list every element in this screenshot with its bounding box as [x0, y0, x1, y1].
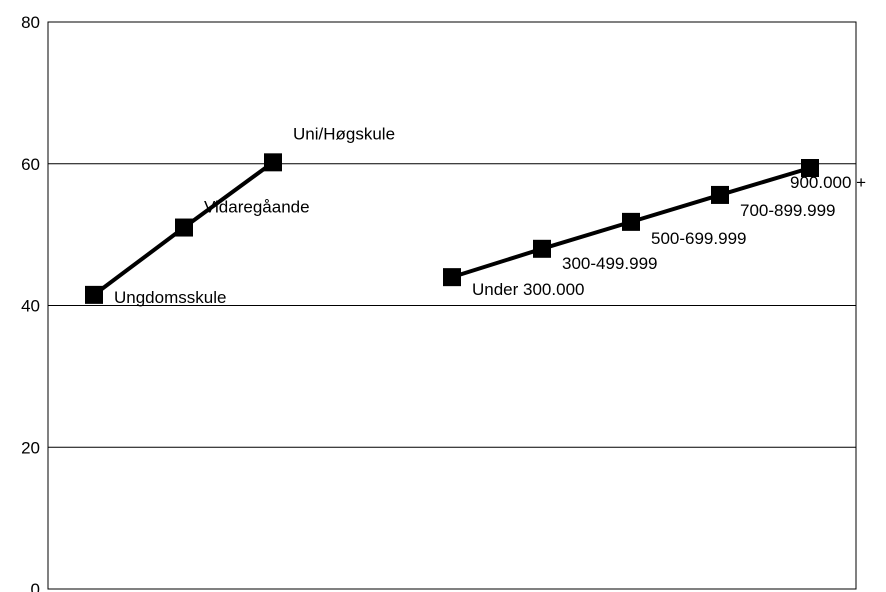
y-tick-label: 60	[21, 155, 40, 174]
y-tick-label: 40	[21, 297, 40, 316]
data-point-marker	[85, 285, 103, 304]
data-label: 700-899.999	[740, 201, 835, 220]
data-point-marker	[622, 212, 640, 231]
y-axis-ticks: 0 20 40 60 80	[21, 13, 40, 592]
data-point-marker	[175, 218, 193, 237]
y-tick-label: 80	[21, 13, 40, 32]
data-label: Uni/Høgskule	[293, 124, 395, 143]
data-label: 500-699.999	[651, 229, 746, 248]
series-group: Ungdomsskule Vidaregåande Uni/Høgskule Unde…	[85, 124, 866, 307]
data-point-marker	[533, 239, 551, 258]
y-tick-label: 0	[31, 580, 40, 592]
data-label: Ungdomsskule	[114, 288, 226, 307]
data-label: Vidaregåande	[204, 198, 310, 217]
gridlines	[48, 163, 856, 448]
data-label: 300-499.999	[562, 254, 657, 273]
y-tick-label: 20	[21, 438, 40, 457]
data-point-marker	[264, 153, 282, 172]
data-label: Under 300.000	[472, 280, 584, 299]
data-point-marker	[443, 268, 461, 287]
data-point-marker	[801, 159, 819, 178]
data-label: 900.000 +	[790, 173, 866, 192]
data-point-marker	[711, 185, 729, 204]
